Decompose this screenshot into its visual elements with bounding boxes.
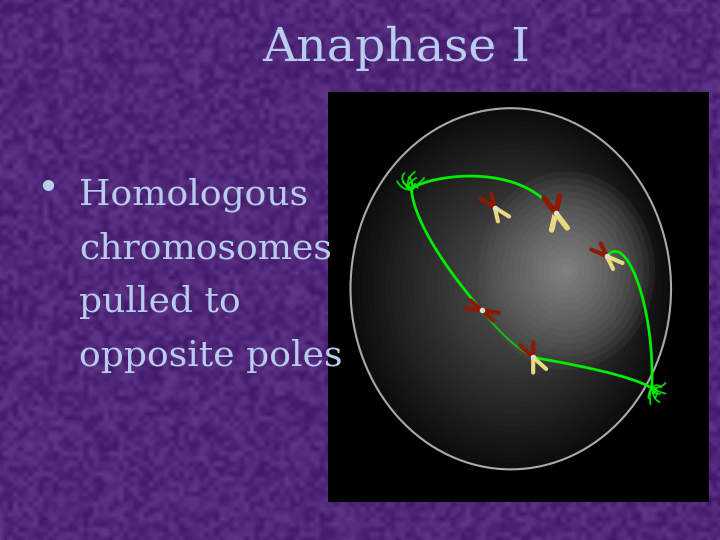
Ellipse shape [397, 156, 631, 420]
Text: •: • [36, 170, 59, 208]
Ellipse shape [518, 279, 528, 291]
Ellipse shape [420, 179, 612, 396]
Text: chromosomes: chromosomes [79, 232, 332, 265]
Ellipse shape [561, 264, 572, 278]
Ellipse shape [537, 238, 596, 304]
Text: Anaphase I: Anaphase I [262, 26, 530, 71]
Ellipse shape [503, 198, 631, 343]
Ellipse shape [489, 250, 553, 322]
Ellipse shape [544, 244, 590, 297]
Ellipse shape [483, 244, 558, 328]
Ellipse shape [549, 251, 585, 291]
Ellipse shape [351, 108, 671, 469]
Ellipse shape [477, 238, 563, 334]
Ellipse shape [426, 185, 607, 389]
Ellipse shape [356, 114, 666, 463]
Ellipse shape [362, 120, 661, 457]
Ellipse shape [391, 150, 636, 427]
Ellipse shape [485, 178, 649, 363]
Ellipse shape [466, 226, 572, 347]
Ellipse shape [449, 208, 588, 365]
Ellipse shape [514, 211, 620, 330]
Ellipse shape [368, 126, 657, 451]
Ellipse shape [531, 231, 602, 310]
Text: pulled to: pulled to [79, 286, 241, 319]
Ellipse shape [460, 220, 577, 353]
Ellipse shape [479, 171, 655, 370]
Ellipse shape [512, 273, 534, 298]
Ellipse shape [500, 261, 544, 310]
Ellipse shape [555, 258, 579, 284]
Ellipse shape [496, 191, 637, 350]
Text: opposite poles: opposite poles [79, 340, 343, 373]
Ellipse shape [520, 218, 614, 323]
Ellipse shape [526, 225, 608, 317]
Ellipse shape [508, 205, 626, 337]
Ellipse shape [506, 267, 539, 303]
Ellipse shape [490, 185, 643, 357]
Ellipse shape [402, 161, 627, 414]
Bar [328, 92, 709, 502]
Ellipse shape [443, 202, 593, 371]
Ellipse shape [431, 191, 602, 383]
Ellipse shape [495, 255, 548, 316]
Ellipse shape [385, 144, 642, 433]
Ellipse shape [454, 214, 582, 359]
Ellipse shape [374, 132, 652, 445]
Ellipse shape [472, 232, 568, 340]
Ellipse shape [437, 197, 598, 377]
Ellipse shape [414, 173, 617, 402]
Ellipse shape [408, 167, 622, 408]
Ellipse shape [379, 138, 647, 438]
Text: Homologous: Homologous [79, 177, 308, 212]
